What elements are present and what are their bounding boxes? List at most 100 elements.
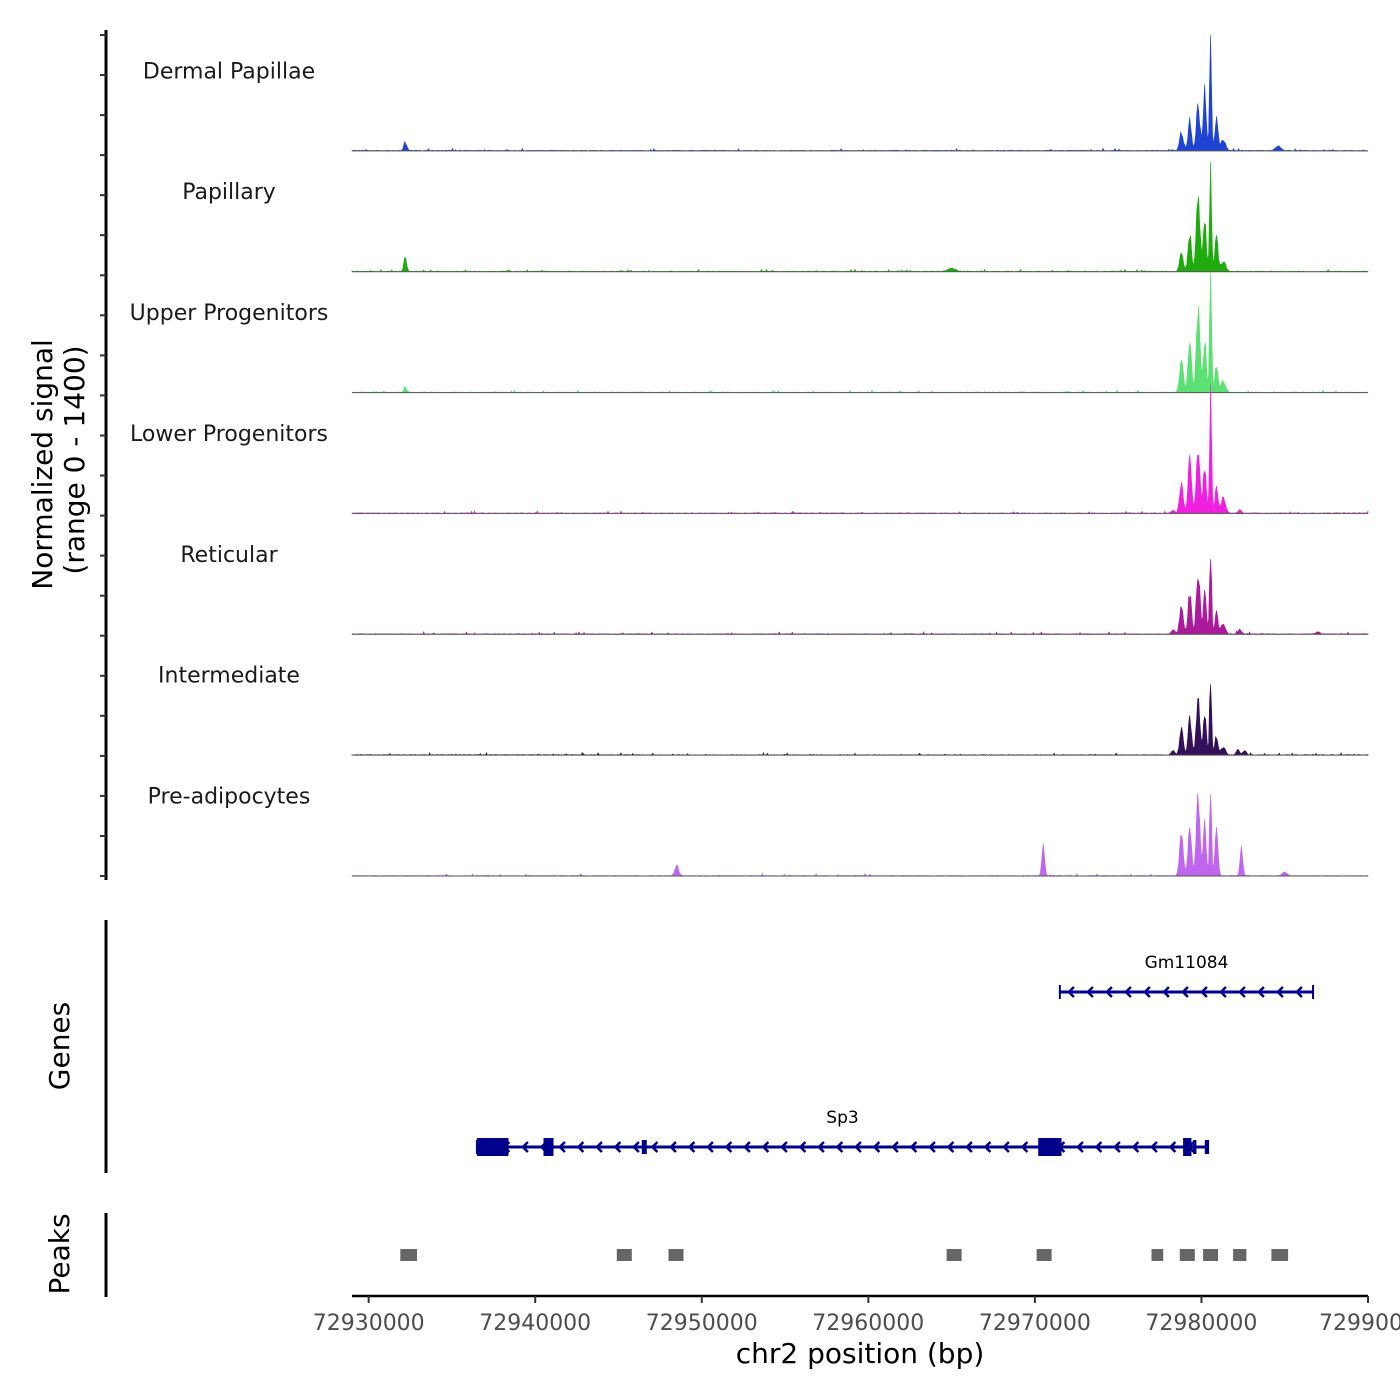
peak-region [1203,1249,1219,1261]
exon [1193,1140,1197,1154]
strand-arrow [780,1141,788,1153]
strand-arrow [1124,986,1132,998]
strand-arrow [1238,986,1246,998]
exon [1038,1138,1062,1156]
x-tick-label: 72940000 [479,1311,591,1336]
strand-arrow [521,1141,529,1153]
coverage-area-lower-progenitors [351,384,1369,514]
strand-arrow [706,1141,714,1153]
peak-track [104,1213,1289,1297]
strand-arrow [1181,986,1189,998]
strand-arrow [1113,1141,1121,1153]
strand-arrow [576,1141,585,1153]
peak-region [1151,1249,1164,1261]
strand-arrow [687,1141,696,1153]
coverage-y-axis-label: Normalized signal (range 0 - 1400) [26,330,91,589]
peak-region [1179,1249,1195,1261]
track-label-pre-adipocytes: Pre-adipocytes [148,785,311,810]
track-label-reticular: Reticular [180,543,278,568]
strand-arrow [891,1141,899,1153]
gene-label-gm11084: Gm11084 [1145,953,1229,973]
strand-arrow [965,1141,973,1153]
track-label-lower-progenitors: Lower Progenitors [130,422,328,447]
coverage-area-papillary [351,162,1369,273]
strand-arrow [1094,1141,1103,1153]
strand-arrow [1105,986,1113,998]
strand-arrow [1295,986,1303,998]
strand-arrow [632,1141,640,1153]
strand-arrow [1020,1141,1029,1153]
strand-arrow [761,1141,770,1153]
track-reticular: Reticular [180,543,1369,635]
strand-arrow [1143,986,1151,998]
strand-arrow [983,1141,992,1153]
gene-label-sp3: Sp3 [826,1108,858,1128]
x-axis-label: chr2 position (bp) [736,1337,985,1370]
peak-region [946,1249,962,1261]
track-label-upper-progenitors: Upper Progenitors [130,301,329,326]
strand-arrow [854,1141,862,1153]
coverage-area-intermediate [351,684,1369,756]
strand-arrow [798,1141,807,1153]
track-label-papillary: Papillary [182,180,276,205]
gene-track: Gm11084 Sp3 [104,920,1315,1173]
gene-gm11084: Gm11084 [1058,953,1315,999]
strand-arrow [928,1141,936,1153]
strand-arrow [613,1141,622,1153]
x-axis: 72930000 72940000 72950000 72960000 72970000… [313,1294,1400,1336]
strand-arrow [1086,986,1094,998]
strand-arrow [595,1141,603,1153]
strand-arrow [1257,986,1265,998]
track-intermediate: Intermediate [158,664,1369,756]
gene-sp3: Sp3 [475,1108,1210,1156]
strand-arrow [817,1141,825,1153]
track-label-intermediate: Intermediate [158,664,300,689]
strand-arrow [650,1141,659,1153]
strand-arrow [835,1141,844,1153]
strand-arrow [558,1141,566,1153]
exon [641,1140,647,1154]
strand-arrow [946,1141,955,1153]
exon [543,1138,554,1156]
x-tick-label: 72960000 [812,1311,924,1336]
track-upper-progenitors: Upper Progenitors [130,272,1369,394]
track-papillary: Papillary [182,162,1369,273]
genes-track-label: Genes [43,1002,76,1090]
track-dermal-papillae: Dermal Papillae [143,35,1369,152]
strand-arrow [1168,1141,1177,1153]
peaks-track-label: Peaks [43,1213,76,1294]
x-tick-label: 72930000 [313,1311,425,1336]
peak-region [1233,1249,1247,1261]
exon [1183,1138,1192,1156]
coverage-area-upper-progenitors [351,272,1369,394]
peak-region [1271,1249,1289,1261]
x-tick-label: 7299000 [1319,1311,1400,1336]
strand-arrow [1150,1141,1158,1153]
strand-arrow [1219,986,1227,998]
x-tick-label: 72950000 [646,1311,758,1336]
strand-arrow [743,1141,751,1153]
coverage-area-reticular [351,559,1369,635]
exon [1204,1140,1209,1154]
exon [476,1138,509,1156]
strand-arrow [1162,986,1170,998]
peak-region [616,1249,632,1261]
track-label-dermal-papillae: Dermal Papillae [143,59,315,84]
strand-arrow [1076,1141,1084,1153]
strand-arrow [872,1141,881,1153]
coverage-y-axis-label-line2: (range 0 - 1400) [58,345,91,574]
coverage-area-dermal-papillae [351,35,1369,152]
strand-arrow [1200,986,1208,998]
strand-arrow [909,1141,918,1153]
strand-arrow [669,1141,677,1153]
coverage-tracks: Dermal Papillae Papillary Upper Progenitor… [100,30,1369,880]
x-tick-label: 72980000 [1145,1311,1257,1336]
strand-arrow [1131,1141,1140,1153]
strand-arrow [1002,1141,1010,1153]
peak-region [668,1249,684,1261]
track-pre-adipocytes: Pre-adipocytes [148,785,1369,877]
strand-arrow [1067,986,1075,998]
coverage-y-axis-label-line1: Normalized signal [26,339,59,590]
strand-arrow [1276,986,1284,998]
